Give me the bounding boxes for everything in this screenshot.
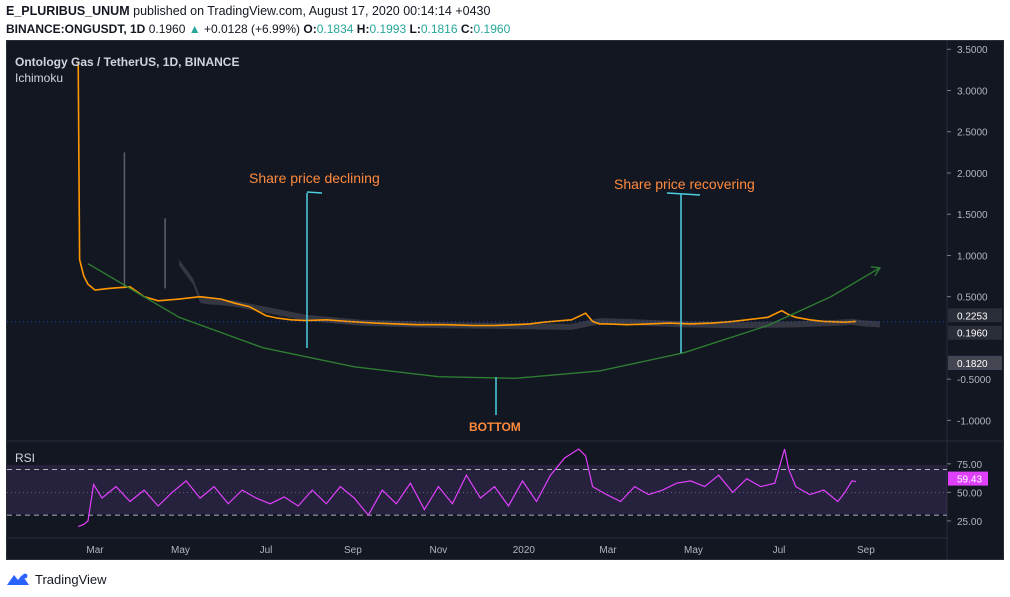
- price-tick-label: 1.5000: [957, 210, 988, 221]
- chart-svg[interactable]: Share price declining Share price recove…: [7, 41, 1003, 559]
- recovering-marker-cap[interactable]: [666, 192, 701, 196]
- price-tick-label: -1.0000: [957, 416, 991, 427]
- price-badge-label: 0.1960: [957, 329, 988, 340]
- rsi-band: [7, 465, 947, 514]
- time-axis-label: May: [684, 545, 703, 556]
- rsi-badge-bg: [948, 471, 988, 486]
- legend-title[interactable]: Ontology Gas / TetherUS, 1D, BINANCE: [15, 55, 239, 69]
- time-axis-label: Mar: [86, 545, 104, 556]
- price-tick-label: 3.0000: [957, 86, 988, 97]
- low-value: 0.1816: [420, 22, 458, 36]
- rsi-tick-label: 50.00: [957, 488, 982, 499]
- arc-arrow-head-icon: [870, 266, 882, 277]
- time-axis-label: May: [171, 545, 190, 556]
- annotation-recovering[interactable]: Share price recovering: [614, 176, 755, 192]
- price-badge-label: 0.2253: [957, 311, 988, 322]
- open-label: O:: [303, 22, 317, 36]
- last-price: 0.1960: [148, 22, 186, 36]
- close-label: C:: [460, 22, 474, 36]
- rsi-tick-label: 75.00: [957, 460, 982, 471]
- price-tick-label: 2.5000: [957, 128, 988, 139]
- price-tick-label: 1.0000: [957, 251, 988, 262]
- price-tick-label: 2.0000: [957, 169, 988, 180]
- tradingview-logo-icon: [7, 573, 29, 585]
- symbol-ohlc-line: BINANCE:ONGUSDT, 1D 0.1960 ▲ +0.0128 (+6…: [6, 22, 510, 36]
- annotation-bottom[interactable]: BOTTOM: [469, 420, 521, 434]
- time-axis-label: Sep: [857, 545, 875, 556]
- symbol-name: BINANCE:ONGUSDT, 1D: [6, 22, 146, 36]
- legend-indicator[interactable]: Ichimoku: [15, 71, 63, 85]
- publish-info: E_PLURIBUS_UNUM published on TradingView…: [6, 4, 490, 18]
- rsi-badge-label: 59.43: [957, 475, 982, 486]
- rsi-series-line[interactable]: [77, 448, 857, 528]
- low-label: L:: [409, 22, 421, 36]
- ichimoku-cloud: [179, 259, 880, 330]
- rsi-tick-label: 25.00: [957, 517, 982, 528]
- price-tick-label: 0.5000: [957, 293, 988, 304]
- price-tick-label: 3.5000: [957, 45, 988, 56]
- price-badge-label: 0.1820: [957, 359, 988, 370]
- close-value: 0.1960: [473, 22, 511, 36]
- time-axis-label: Nov: [429, 545, 447, 556]
- author-name[interactable]: E_PLURIBUS_UNUM: [6, 4, 130, 18]
- price-badge-bg: [948, 355, 1002, 370]
- time-axis-label: Jul: [773, 545, 786, 556]
- time-axis-label: Sep: [344, 545, 362, 556]
- high-value: 0.1993: [369, 22, 407, 36]
- annotation-declining[interactable]: Share price declining: [249, 170, 380, 186]
- declining-marker-cap[interactable]: [306, 191, 323, 194]
- time-axis-label: Jul: [260, 545, 273, 556]
- high-label: H:: [356, 22, 370, 36]
- change-arrow-icon: ▲: [188, 22, 201, 36]
- price-change: +0.0128 (+6.99%): [203, 22, 301, 36]
- open-value: 0.1834: [316, 22, 354, 36]
- price-series-line[interactable]: [77, 61, 857, 327]
- tradingview-brand: TradingView: [35, 571, 107, 587]
- rounding-bottom-arc[interactable]: [87, 263, 881, 380]
- price-tick-label: -0.5000: [957, 375, 991, 386]
- published-text: published on TradingView.com, August 17,…: [133, 4, 491, 18]
- time-axis-label: 2020: [513, 545, 536, 556]
- time-axis-label: Mar: [599, 545, 617, 556]
- chart-frame[interactable]: Share price declining Share price recove…: [6, 40, 1004, 560]
- rsi-legend[interactable]: RSI: [15, 451, 35, 465]
- price-badge-bg: [948, 308, 1002, 323]
- price-badge-bg: [948, 325, 1002, 340]
- tradingview-footer[interactable]: TradingView: [6, 568, 107, 590]
